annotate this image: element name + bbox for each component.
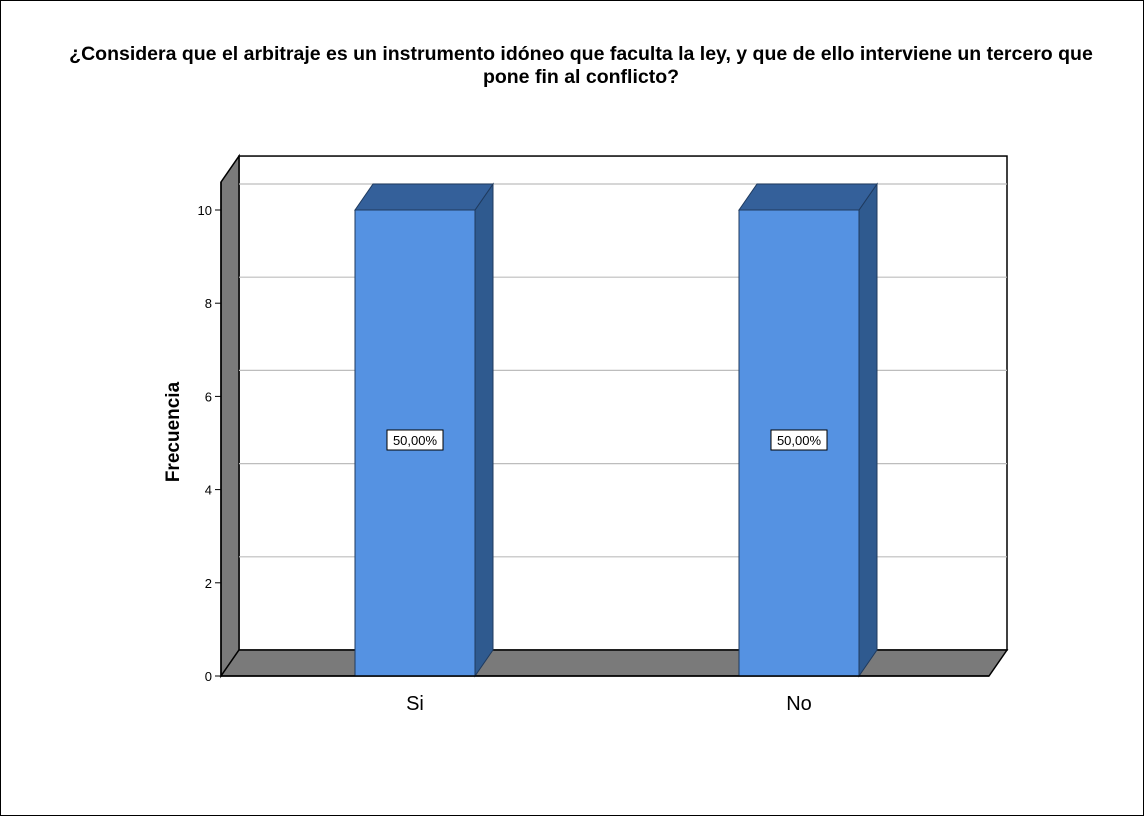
y-tick-label: 0 [205,669,212,684]
y-tick-label: 10 [198,203,212,218]
side-wall [220,153,240,679]
y-tick-label: 4 [205,483,212,498]
y-tick-label: 8 [205,296,212,311]
bar-top [738,183,878,211]
back-wall [238,155,1008,651]
x-tick-label: Si [406,693,424,715]
data-label-box [770,429,828,451]
bar: 50,00% [354,182,494,678]
x-tick-label: No [786,693,812,715]
data-label: 50,00% [393,433,438,448]
chart-title-line-1: ¿Considera que el arbitraje es un instru… [69,43,1093,65]
floor [219,649,1009,677]
chart-title-line-2: pone fin al conflicto? [482,66,680,88]
bar: 50,00% [738,182,878,678]
chart-backdrop [219,153,1009,679]
y-tick-label: 6 [205,389,212,404]
y-axis: 0 2 4 6 8 10 [198,182,222,684]
data-label: 50,00% [777,433,822,448]
bar-top [354,183,494,211]
bar-side [474,182,494,678]
y-tick-label: 2 [205,576,212,591]
data-label-box [386,429,444,451]
bar-front [354,209,476,677]
bars: 50,00% 50,00% [354,182,878,678]
chart-title: ¿Considera que el arbitraje es un instru… [1,43,1143,89]
bar-side [858,182,878,678]
x-axis: Si No [221,675,989,715]
y-axis-label: Frecuencia [163,381,184,482]
